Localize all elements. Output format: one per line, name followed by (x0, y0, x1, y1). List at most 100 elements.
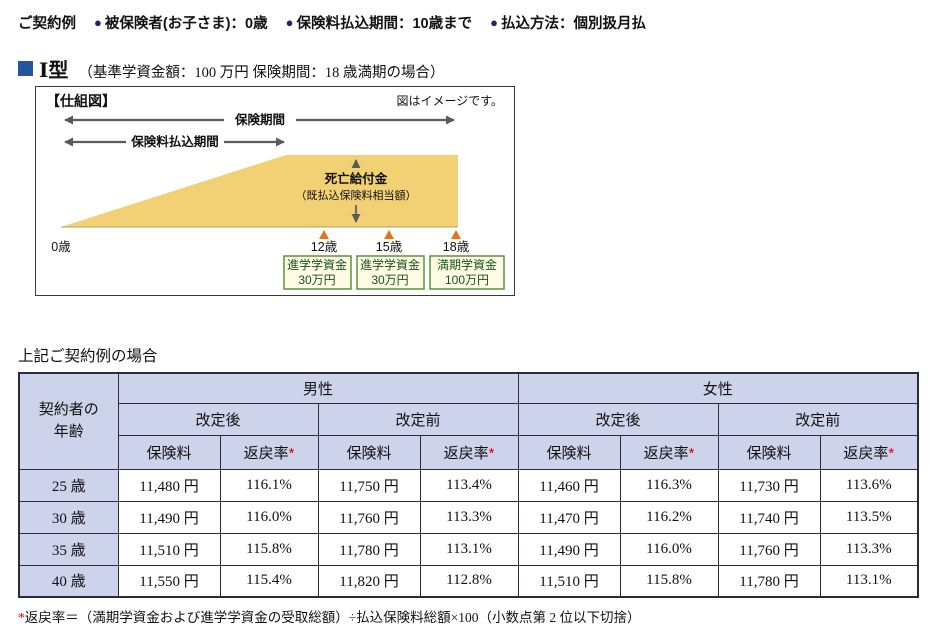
rate-before-cell: 113.1% (819, 564, 919, 598)
premium-before-cell: 11,780 円 (317, 532, 421, 566)
benefit-box-age15: 進学学資金 30万円 (356, 255, 425, 290)
insured-person-item: ● 被保険者(お子さま)：0歳 (94, 12, 268, 33)
rate-before-cell: 113.3% (819, 532, 919, 566)
gender-header-female: 女性 (517, 372, 919, 404)
benefit-box-age12: 進学学資金 30万円 (283, 255, 352, 290)
age-cell: 25 歳 (18, 468, 119, 502)
rate-after-cell: 116.0% (219, 500, 319, 534)
corner-header-line2: 年齢 (53, 423, 84, 441)
rate-footnote: *返戻率＝（満期学資金および進学学資金の受取総額）÷払込保険料総額×100（小数… (18, 606, 641, 626)
premium-before-cell: 11,820 円 (317, 564, 421, 598)
premium-header: 保険料 (317, 434, 421, 470)
premium-after-cell: 11,460 円 (517, 468, 621, 502)
revision-after-header: 改定後 (117, 402, 319, 436)
contract-example-header: ご契約例 ● 被保険者(お子さま)：0歳 ● 保険料払込期間：10歳まで ● 払… (18, 12, 646, 33)
benefit-box-label: 満期学資金 (437, 257, 497, 272)
benefit-box-amount: 100万円 (445, 273, 489, 287)
rate-asterisk: * (488, 444, 495, 462)
rate-header: 返戻率* (219, 434, 319, 470)
payment-period-label: 保険料払込期間 (130, 134, 219, 149)
rate-header-text: 返戻率 (443, 444, 489, 462)
rate-before-cell: 113.3% (419, 500, 519, 534)
premium-after-cell: 11,550 円 (117, 564, 221, 598)
premium-after-cell: 11,480 円 (117, 468, 221, 502)
age-cell: 30 歳 (18, 500, 119, 534)
benefit-box-label: 進学学資金 (360, 257, 420, 272)
rate-before-cell: 113.1% (419, 532, 519, 566)
contractor-age-header: 契約者の 年齢 (18, 372, 119, 470)
rate-header: 返戻率* (819, 434, 919, 470)
age-15-marker-icon (384, 230, 394, 239)
blue-square-icon (18, 61, 33, 76)
rate-asterisk: * (688, 444, 695, 462)
premium-before-cell: 11,730 円 (717, 468, 821, 502)
payment-method-text: 払込方法：個別扱月払 (500, 16, 646, 32)
premium-comparison-table: 契約者の 年齢 男性 女性 改定後 改定前 改定後 改定前 保険料 返戻率* 保… (18, 372, 919, 598)
premium-after-cell: 11,510 円 (517, 564, 621, 598)
benefit-box-frame (283, 255, 352, 290)
rate-after-cell: 115.8% (619, 564, 719, 598)
revision-before-header: 改定前 (717, 402, 919, 436)
plan-type-label: Ⅰ型 (39, 60, 69, 82)
benefit-box-label: 進学学資金 (287, 257, 347, 272)
age-cell: 35 歳 (18, 532, 119, 566)
contract-example-title: ご契約例 (18, 16, 76, 32)
death-benefit-label: 死亡給付金 (324, 171, 388, 186)
age-15-label: 15歳 (376, 240, 403, 254)
payment-period-text: 保険料払込期間：10歳まで (296, 16, 473, 32)
bullet-icon: ● (490, 15, 498, 30)
payment-period-item: ● 保険料払込期間：10歳まで (286, 12, 473, 33)
rate-asterisk: * (888, 444, 895, 462)
age-cell: 40 歳 (18, 564, 119, 598)
rate-after-cell: 116.3% (619, 468, 719, 502)
payment-method-item: ● 払込方法：個別扱月払 (490, 12, 646, 33)
image-note: 図はイメージです。 (396, 94, 503, 108)
premium-header: 保険料 (517, 434, 621, 470)
premium-after-cell: 11,490 円 (517, 532, 621, 566)
rate-header: 返戻率* (619, 434, 719, 470)
gender-header-male: 男性 (117, 372, 519, 404)
premium-before-cell: 11,750 円 (317, 468, 421, 502)
premium-after-cell: 11,510 円 (117, 532, 221, 566)
footnote-asterisk: * (18, 610, 25, 625)
rate-after-cell: 115.8% (219, 532, 319, 566)
insurance-period-label-bg (224, 111, 296, 128)
death-benefit-sublabel: （既払込保険料相当額） (296, 188, 417, 202)
rate-before-cell: 113.5% (819, 500, 919, 534)
death-benefit-label-bg (287, 168, 425, 205)
bullet-icon: ● (285, 15, 294, 30)
age-12-label: 12歳 (311, 240, 338, 254)
benefit-box-frame (429, 255, 505, 290)
table-row-age-35: 35 歳 11,510 円 115.8% 11,780 円 113.1% 11,… (18, 532, 919, 566)
premium-header: 保険料 (117, 434, 221, 470)
rate-header-text: 返戻率 (243, 444, 289, 462)
premium-before-cell: 11,740 円 (717, 500, 821, 534)
rate-header: 返戻率* (419, 434, 519, 470)
premium-before-cell: 11,760 円 (717, 532, 821, 566)
rate-before-cell: 112.8% (419, 564, 519, 598)
rate-after-cell: 116.0% (619, 532, 719, 566)
premium-before-cell: 11,760 円 (317, 500, 421, 534)
age-0-label: 0歳 (51, 240, 71, 254)
rate-after-cell: 116.1% (219, 468, 319, 502)
footnote-text: 返戻率＝（満期学資金および進学学資金の受取総額）÷払込保険料総額×100（小数点… (24, 610, 641, 625)
premium-header: 保険料 (717, 434, 821, 470)
age-18-marker-icon (451, 230, 461, 239)
age-12-marker-icon (319, 230, 329, 239)
scheme-diagram: 【仕組図】 図はイメージです。 保険期間 保険料払込期間 死亡給付金 （既払込保… (35, 86, 515, 296)
plan-type-section-title: Ⅰ型 （基準学資金額：100 万円 保険期間：18 歳満期の場合） (18, 54, 444, 83)
rate-before-cell: 113.6% (819, 468, 919, 502)
table-row-age-25: 25 歳 11,480 円 116.1% 11,750 円 113.4% 11,… (18, 468, 919, 502)
table-row-age-40: 40 歳 11,550 円 115.4% 11,820 円 112.8% 11,… (18, 564, 919, 598)
table-row-age-30: 30 歳 11,490 円 116.0% 11,760 円 113.3% 11,… (18, 500, 919, 534)
bullet-icon: ● (94, 15, 102, 30)
age-18-label: 18歳 (443, 240, 470, 254)
rate-before-cell: 113.4% (419, 468, 519, 502)
premium-after-cell: 11,490 円 (117, 500, 221, 534)
insurance-period-label: 保険期間 (234, 112, 285, 127)
revision-after-header: 改定後 (517, 402, 719, 436)
benefit-box-frame (356, 255, 425, 290)
benefit-box-amount: 30万円 (298, 273, 335, 287)
rate-asterisk: * (288, 444, 295, 462)
